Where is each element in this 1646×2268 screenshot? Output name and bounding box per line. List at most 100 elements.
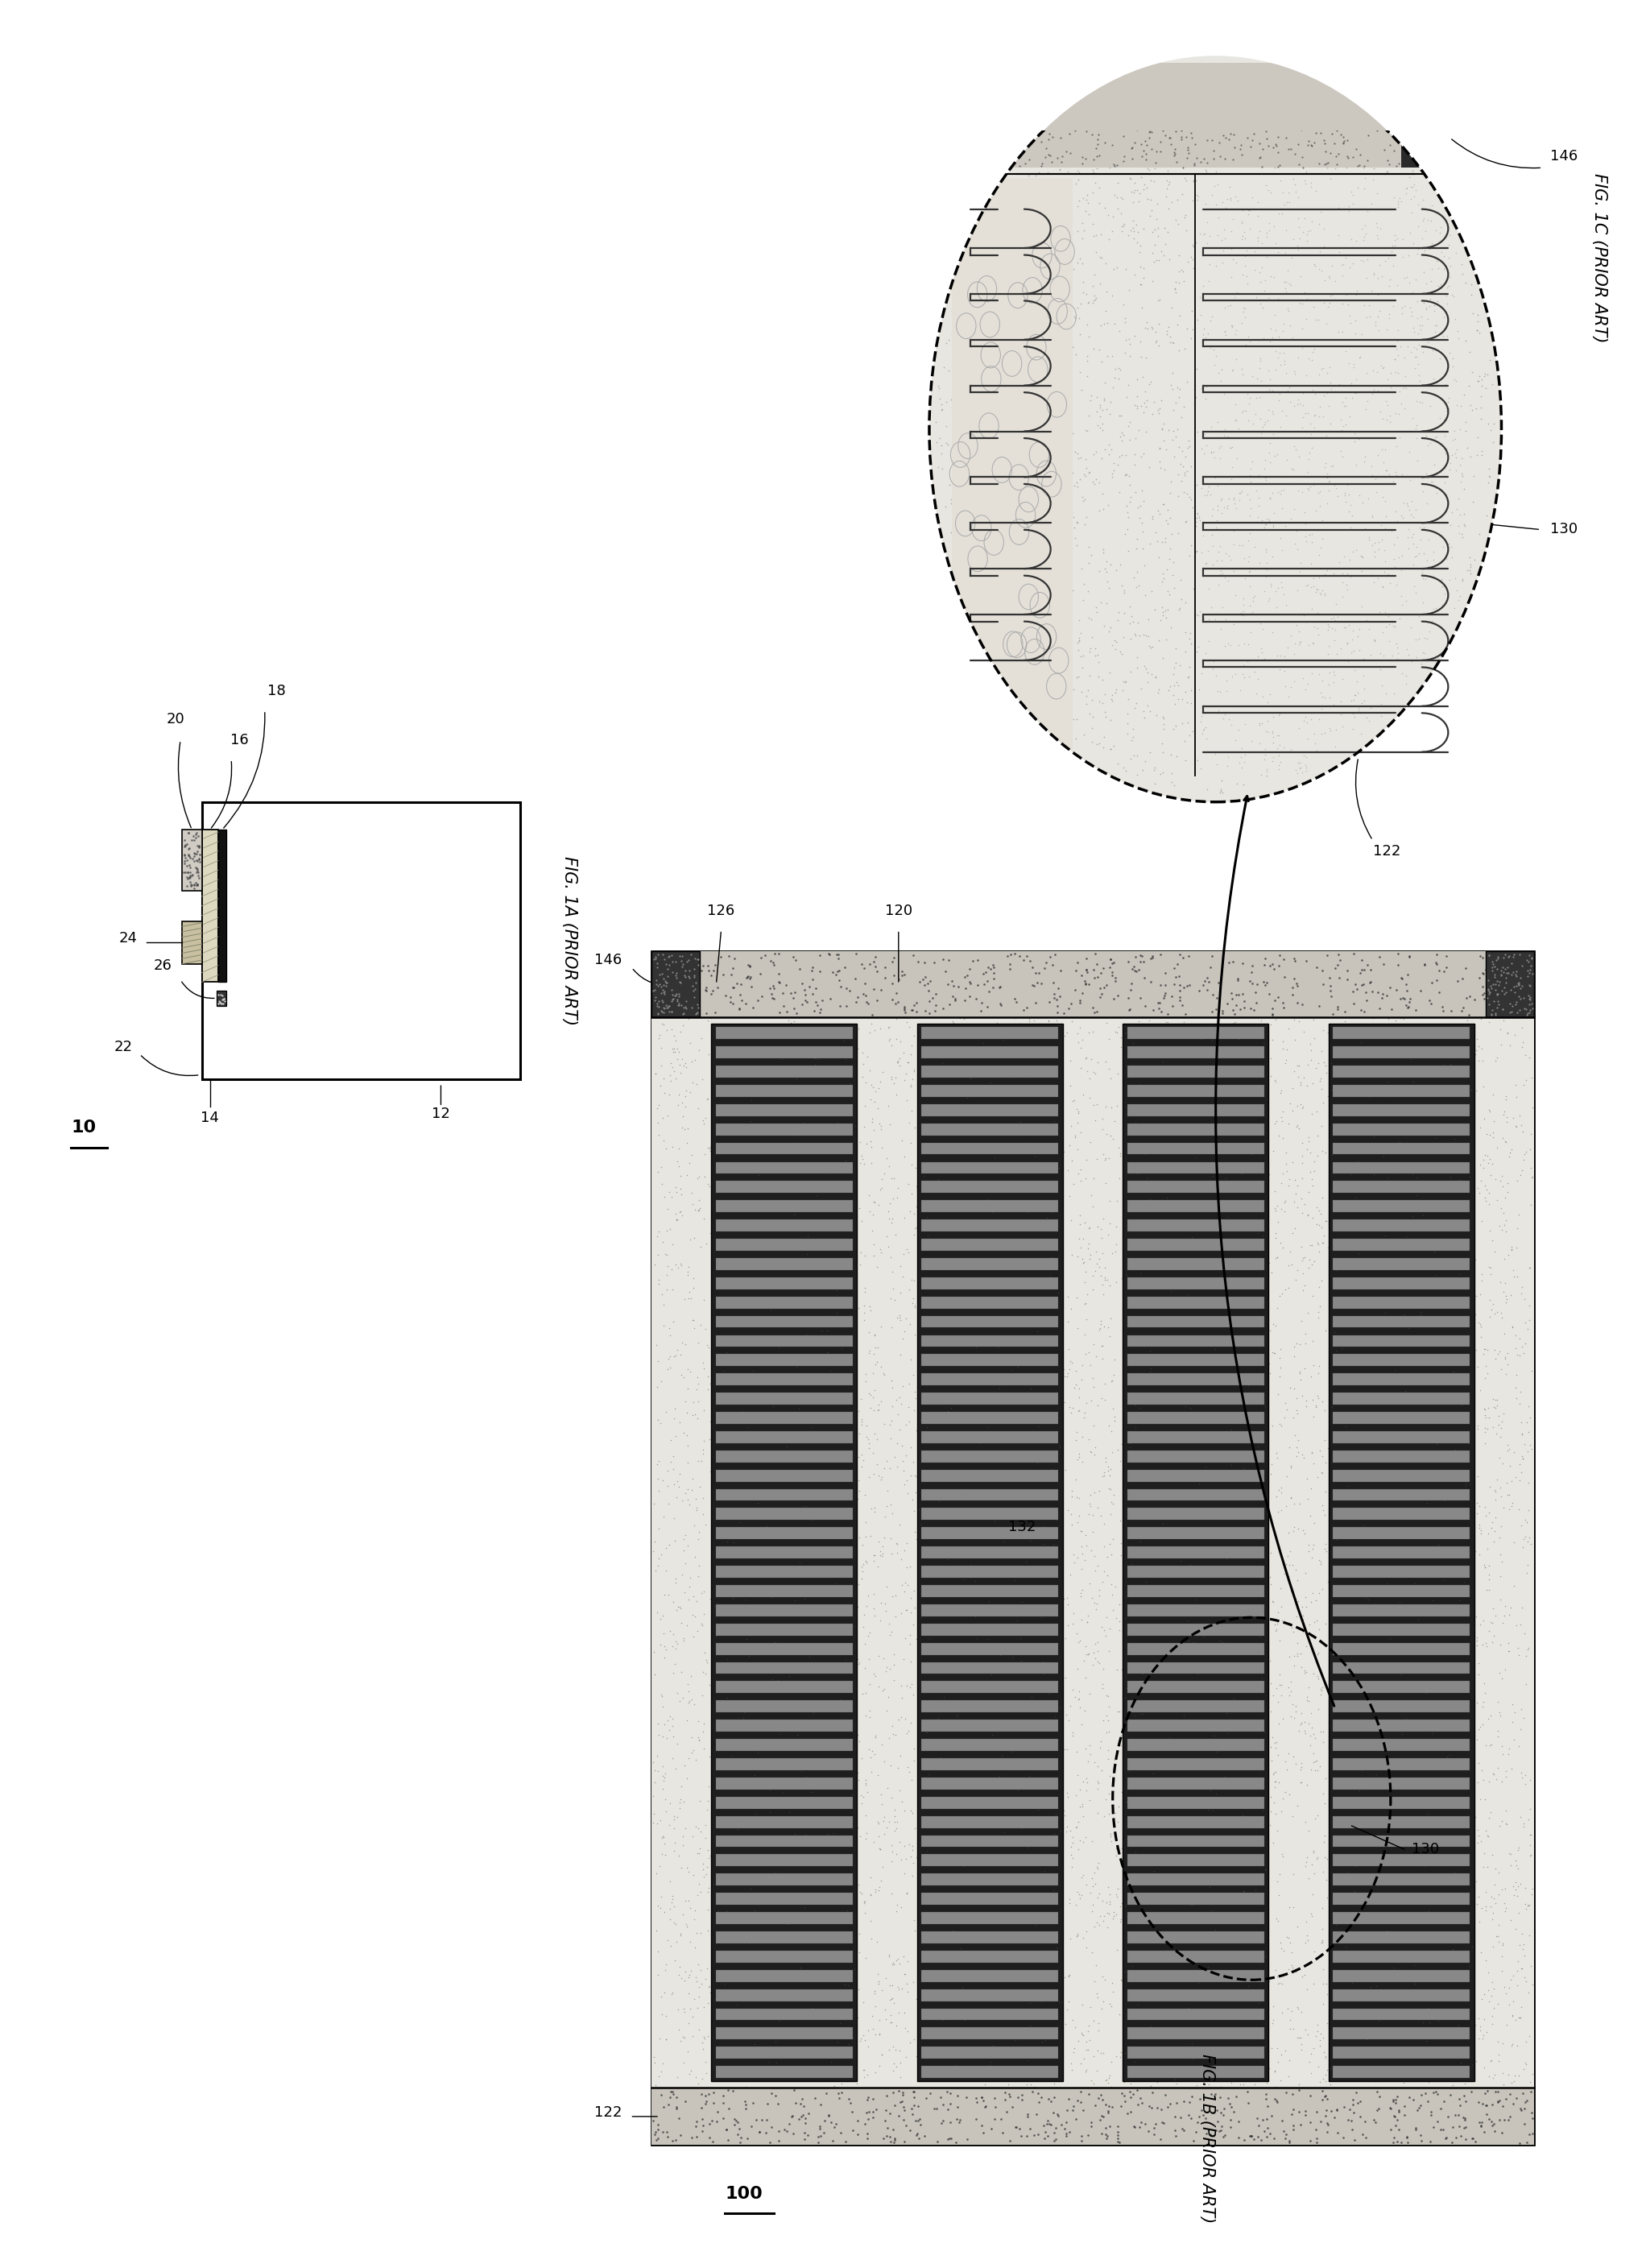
Point — [1162, 1202, 1188, 1238]
Point — [1190, 1322, 1216, 1359]
Point — [1225, 488, 1251, 524]
Point — [1295, 469, 1322, 506]
Point — [1343, 1411, 1369, 1447]
Point — [1409, 386, 1435, 422]
Point — [1264, 440, 1290, 476]
Point — [1409, 1411, 1435, 1447]
Point — [1246, 1393, 1272, 1429]
Point — [764, 2009, 790, 2046]
Point — [1155, 671, 1182, 708]
Point — [1118, 172, 1144, 209]
Point — [1234, 1182, 1261, 1218]
Point — [988, 481, 1014, 517]
Point — [1116, 1309, 1142, 1345]
FancyBboxPatch shape — [1128, 1354, 1264, 1365]
Point — [928, 1569, 955, 1606]
Point — [1346, 1971, 1373, 2007]
Point — [1399, 1157, 1425, 1193]
Point — [741, 1338, 767, 1374]
Point — [1027, 631, 1053, 667]
Point — [1322, 445, 1348, 481]
Point — [958, 1565, 984, 1601]
Point — [1151, 1821, 1177, 1857]
Point — [729, 1667, 756, 1703]
Point — [1034, 2102, 1060, 2139]
Point — [1374, 1565, 1401, 1601]
Point — [667, 1957, 693, 1994]
Point — [1216, 1254, 1243, 1290]
Point — [994, 1442, 1021, 1479]
Point — [1095, 1701, 1121, 1737]
Point — [1073, 342, 1100, 379]
Point — [890, 2096, 917, 2132]
Point — [835, 1132, 861, 1168]
Point — [1195, 1418, 1221, 1454]
Point — [726, 1204, 752, 1241]
Point — [1442, 1640, 1468, 1676]
Point — [1253, 1524, 1279, 1560]
Point — [988, 1390, 1014, 1427]
Point — [1142, 136, 1169, 172]
Point — [783, 1613, 810, 1649]
Point — [1083, 379, 1109, 415]
Point — [1111, 1746, 1137, 1783]
Point — [942, 538, 968, 574]
Point — [1335, 1855, 1361, 1892]
Point — [1300, 365, 1327, 401]
Point — [1100, 127, 1126, 163]
Point — [1113, 1760, 1139, 1796]
Point — [1396, 1016, 1422, 1052]
Point — [677, 1560, 703, 1597]
Point — [736, 948, 762, 984]
Point — [1407, 311, 1434, 347]
Point — [937, 1179, 963, 1216]
Point — [1508, 971, 1534, 1007]
Point — [1284, 1599, 1310, 1635]
Point — [1198, 694, 1225, 730]
Point — [1080, 268, 1106, 304]
Point — [1220, 370, 1246, 406]
Point — [1183, 1923, 1210, 1960]
Point — [1261, 1755, 1287, 1792]
Point — [690, 1431, 716, 1467]
Point — [1506, 1894, 1532, 1930]
Point — [823, 1295, 849, 1331]
Point — [1213, 1227, 1239, 1263]
Point — [1231, 1508, 1258, 1545]
Point — [1218, 1876, 1244, 1912]
Point — [1070, 2041, 1096, 2077]
Point — [1397, 1631, 1424, 1667]
Point — [1239, 1903, 1266, 1939]
Point — [1202, 610, 1228, 646]
Point — [863, 2016, 889, 2053]
Point — [800, 1247, 826, 1284]
Point — [736, 2037, 762, 2073]
Point — [1419, 1370, 1445, 1406]
Point — [1078, 601, 1104, 637]
Point — [1402, 642, 1429, 678]
Point — [681, 1508, 708, 1545]
Point — [1021, 2116, 1047, 2152]
Point — [1330, 408, 1356, 445]
Point — [851, 1270, 877, 1306]
Point — [1151, 701, 1177, 737]
Point — [1175, 1597, 1202, 1633]
Point — [728, 1576, 754, 1613]
Point — [709, 1472, 736, 1508]
Point — [1315, 145, 1341, 181]
Point — [816, 2084, 843, 2121]
Point — [644, 1805, 670, 1842]
Point — [1236, 143, 1262, 179]
Point — [872, 2093, 899, 2130]
Point — [1006, 1461, 1032, 1497]
Point — [675, 1667, 701, 1703]
Point — [1376, 329, 1402, 365]
Point — [1231, 705, 1258, 742]
Point — [1445, 1161, 1472, 1198]
Point — [1309, 1923, 1335, 1960]
Point — [782, 1735, 808, 1771]
Point — [1407, 510, 1434, 547]
Point — [1289, 388, 1315, 424]
Point — [1406, 315, 1432, 352]
FancyBboxPatch shape — [1198, 179, 1462, 776]
